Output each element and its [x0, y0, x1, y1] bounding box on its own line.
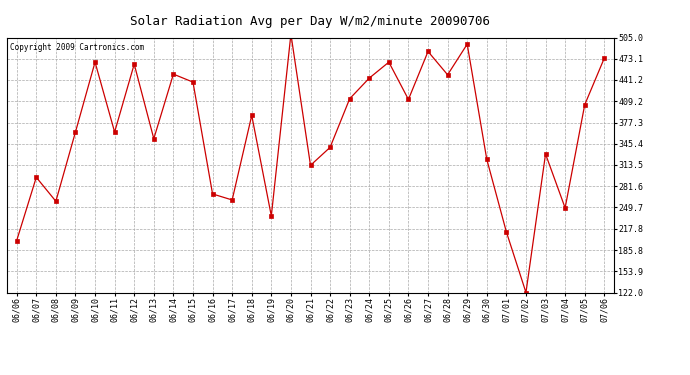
- Text: Solar Radiation Avg per Day W/m2/minute 20090706: Solar Radiation Avg per Day W/m2/minute …: [130, 15, 491, 28]
- Text: Copyright 2009 Cartronics.com: Copyright 2009 Cartronics.com: [10, 43, 144, 52]
